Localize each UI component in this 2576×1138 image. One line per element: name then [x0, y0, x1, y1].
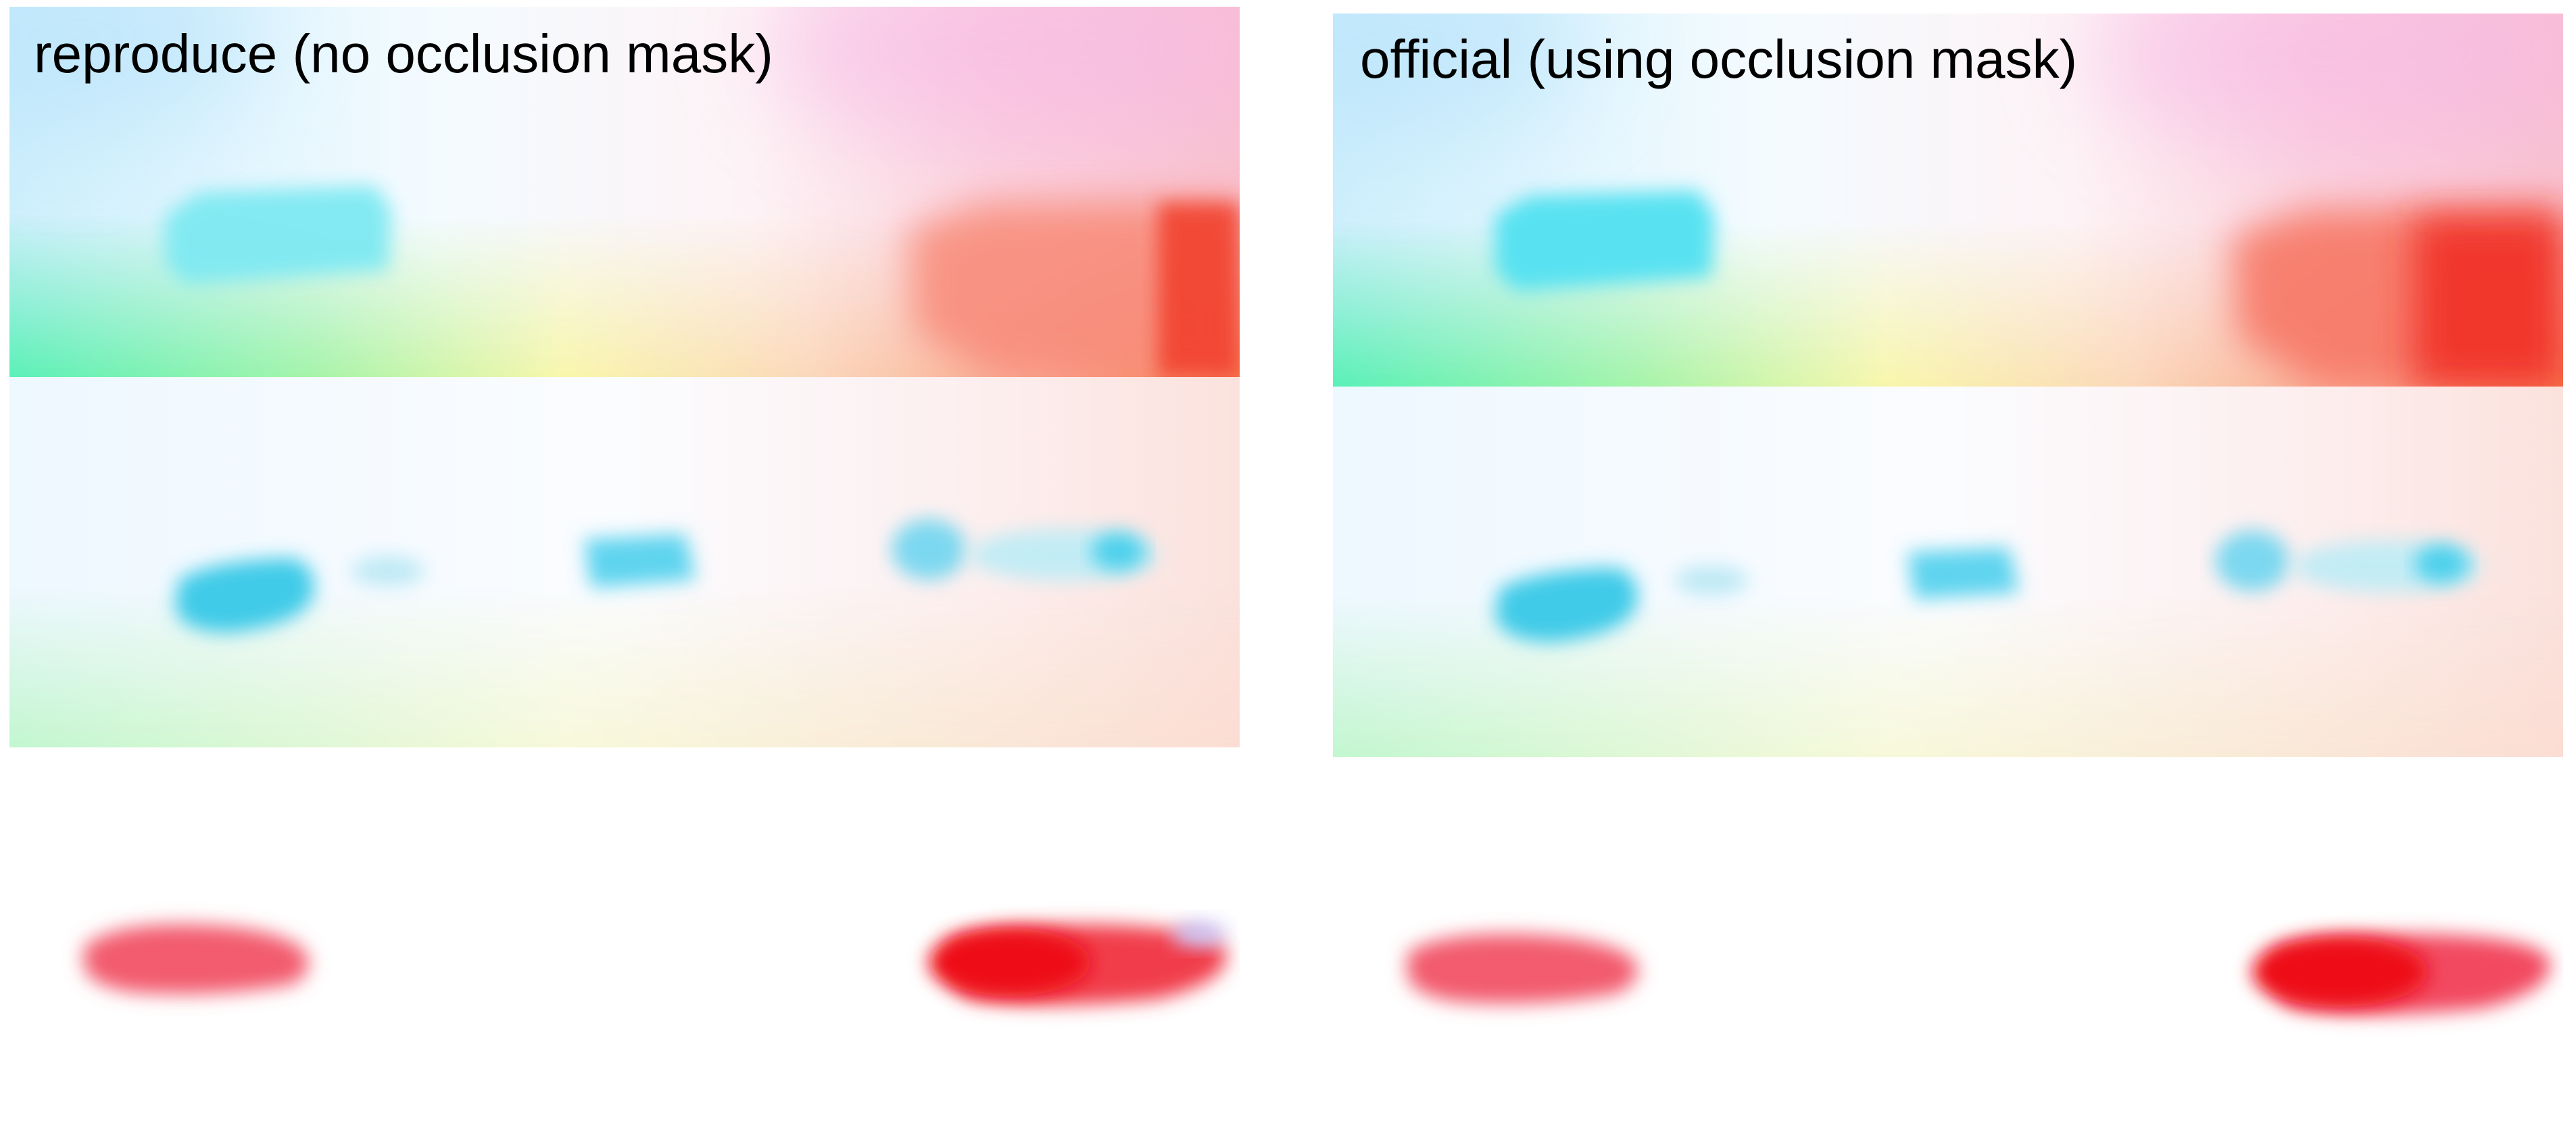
flow-panel-bottom-left	[9, 747, 1240, 1138]
flow-panel-middle-left	[9, 377, 1240, 747]
flow-panel-top-left	[9, 7, 1240, 377]
left-column-caption: reproduce (no occlusion mask)	[34, 24, 773, 84]
right-column-caption: official (using occlusion mask)	[1360, 29, 2078, 89]
flow-panel-middle-right	[1333, 387, 2563, 757]
flow-panel-top-right	[1333, 14, 2563, 387]
left-column: reproduce (no occlusion mask)	[9, 0, 1240, 1138]
right-column: official (using occlusion mask)	[1333, 0, 2563, 1138]
flow-panel-bottom-right	[1333, 757, 2563, 1138]
